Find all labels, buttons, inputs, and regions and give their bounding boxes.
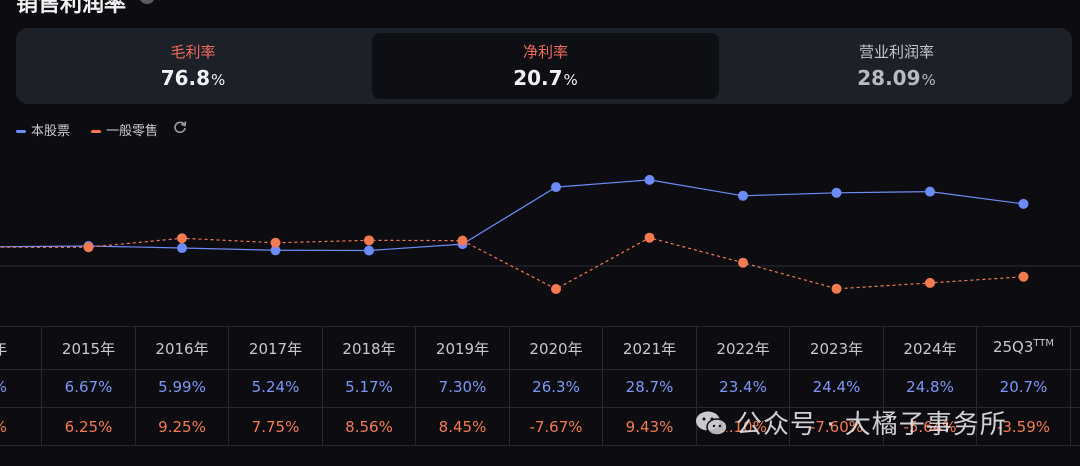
industry-value-cell: -3.59% (996, 418, 1051, 436)
legend-label: 一般零售 (106, 124, 159, 139)
data-point (270, 245, 281, 256)
table-divider (508, 326, 510, 445)
industry-value-cell: 7.75% (251, 418, 300, 436)
year-label: 2016年 (155, 340, 209, 358)
stock-value-cell: 5.99% (158, 378, 206, 396)
data-point (1018, 271, 1029, 282)
table-divider (695, 326, 697, 445)
year-label: 2021年 (622, 340, 677, 358)
wechat-icon (696, 411, 728, 436)
industry-value-cell: 9.25% (158, 418, 206, 436)
metric-label: 营业利润率 (858, 43, 934, 61)
metric-label: 净利率 (522, 43, 568, 61)
industry-value-cell: -5.64% (903, 418, 957, 436)
stock-value-cell: 28.7% (625, 378, 674, 396)
data-point (644, 232, 655, 243)
year-label: 2015年 (61, 340, 116, 358)
metric-label: 毛利率 (170, 43, 216, 61)
stock-value-cell: 26.3% (532, 378, 580, 396)
table-divider (415, 326, 416, 445)
industry-value-cell: 8.56% (345, 418, 393, 436)
data-point (83, 242, 94, 253)
metric-tab-net-margin[interactable]: 净利率 20.7% (372, 33, 719, 99)
series-line-industry (0, 237, 1024, 290)
table-divider (789, 326, 790, 445)
year-label: 2024年 (903, 340, 957, 358)
metric-value: 76.8% (160, 66, 226, 90)
stock-value-cell: 6.67% (64, 378, 113, 396)
info-icon[interactable] (139, 0, 155, 4)
data-point (457, 235, 468, 246)
data-point (364, 235, 374, 246)
metric-value: 20.7% (513, 66, 578, 90)
legend-item-industry[interactable]: 一般零售 (91, 120, 158, 139)
table-divider (976, 326, 977, 445)
legend-swatch (91, 130, 101, 133)
year-label: 25Q3TTM (992, 338, 1055, 356)
data-point (925, 277, 935, 288)
year-label: 2022年 (716, 340, 770, 358)
industry-value-cell: -7.60% (809, 418, 864, 436)
table-border (0, 326, 1080, 327)
metric-tab-gross-margin[interactable]: 毛利率 76.8% (16, 33, 370, 99)
refresh-icon[interactable] (173, 120, 187, 134)
table-divider (228, 326, 229, 445)
data-table: 4年 1% 7% 2015年 6.67% 6.25% 2016年 5.99% 9.25% 2017… (0, 326, 1080, 446)
industry-value-cell: 8.45% (438, 418, 487, 436)
industry-value-cell: 9.43% (625, 418, 674, 436)
data-point (925, 186, 935, 197)
data-point (177, 243, 187, 254)
legend-swatch (16, 130, 26, 133)
series-line-stock (0, 179, 1024, 252)
ttm-superscript: TTM (1033, 338, 1055, 349)
data-point (551, 182, 561, 193)
industry-value-cell: 7% (0, 418, 41, 436)
data-point (270, 237, 281, 248)
watermark: 公众号 · 大橘子事务所 (736, 410, 1007, 440)
table-divider (602, 326, 603, 445)
stock-value-cell: 24.4% (812, 378, 861, 396)
stock-value-cell: 24.8% (906, 378, 954, 396)
table-divider (321, 326, 323, 445)
table-border (0, 445, 1080, 446)
industry-value-cell: 1.10% (719, 418, 767, 436)
stock-value-cell: 23.4% (719, 378, 767, 396)
stock-value-cell: 5.24% (251, 378, 300, 396)
metric-value: 28.09% (857, 66, 936, 90)
data-point (831, 187, 842, 198)
year-label: 2017年 (248, 340, 303, 358)
data-point (831, 283, 842, 294)
metric-tab-operating-margin[interactable]: 营业利润率 28.09% (721, 33, 1072, 99)
year-label: 4年 (0, 338, 41, 359)
legend-label: 本股票 (31, 124, 71, 139)
stock-value-cell: 20.7% (999, 378, 1048, 396)
data-point (644, 174, 655, 185)
data-point (177, 233, 187, 244)
data-point (551, 284, 561, 295)
year-label: 2018年 (342, 340, 396, 358)
stock-value-cell: 5.17% (345, 378, 393, 396)
table-border (0, 369, 1080, 370)
table-divider (134, 326, 136, 445)
table-divider (882, 326, 884, 445)
year-label: 2023年 (809, 340, 864, 358)
table-divider (41, 326, 42, 445)
metric-tabs: 毛利率 76.8% 净利率 20.7% 营业利润率 28.09% (16, 28, 1072, 104)
stock-value-cell: 7.30% (438, 378, 487, 396)
page-title: 销售利润率 (16, 0, 127, 17)
legend-item-stock[interactable]: 本股票 (16, 120, 70, 139)
year-label: 2020年 (529, 340, 583, 358)
stock-value-cell: 1% (0, 378, 41, 396)
data-point (364, 245, 374, 256)
data-point (738, 257, 748, 268)
industry-value-cell: 6.25% (64, 418, 113, 436)
table-border (0, 407, 1080, 408)
industry-value-cell: -7.67% (529, 418, 583, 436)
line-chart (0, 174, 1080, 295)
data-point (1018, 198, 1029, 209)
year-label: 2019年 (435, 340, 490, 358)
data-point (738, 190, 748, 201)
table-divider (1069, 326, 1071, 445)
